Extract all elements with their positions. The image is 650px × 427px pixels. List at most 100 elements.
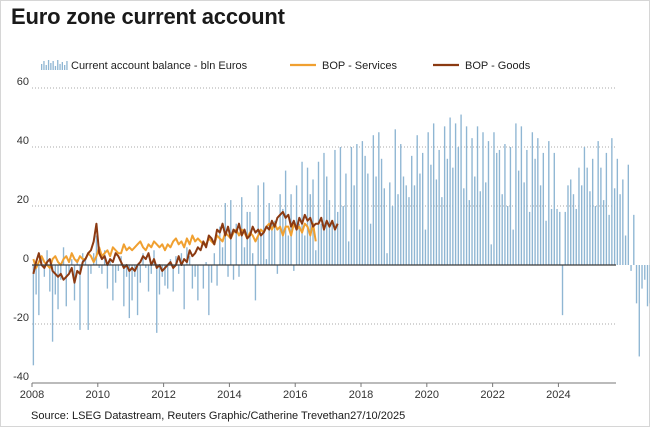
balance-bar — [443, 126, 446, 265]
balance-bar — [356, 144, 358, 265]
balance-bar — [567, 185, 569, 265]
balance-bar — [528, 211, 531, 265]
balance-bar — [156, 265, 158, 333]
balance-bar — [301, 161, 303, 265]
balance-bar — [383, 188, 385, 265]
legend-goods-label: BOP - Goods — [465, 60, 531, 72]
balance-bar — [608, 214, 610, 265]
balance-bar — [517, 170, 520, 265]
balance-bar — [482, 132, 484, 265]
balance-bar — [548, 141, 550, 265]
x-tick-label: 2008 — [20, 389, 44, 401]
balance-bar — [394, 129, 396, 265]
balance-bar — [188, 256, 191, 265]
balance-bar — [413, 185, 416, 265]
balance-bar — [550, 208, 553, 265]
legend-balance-swatch — [41, 60, 68, 70]
balance-bar — [87, 265, 89, 330]
balance-bar — [397, 194, 399, 265]
balance-bar — [202, 265, 205, 289]
balance-bar — [191, 265, 194, 289]
balance-bar — [252, 253, 254, 265]
balance-bar — [646, 265, 649, 307]
balance-bar — [581, 185, 583, 265]
balance-bar — [79, 265, 81, 330]
legend-services-label: BOP - Services — [322, 60, 397, 72]
balance-bar — [150, 265, 152, 274]
balance-bar — [32, 265, 35, 366]
legend-balance-bar — [66, 61, 68, 70]
balance-bar — [468, 200, 470, 265]
balance-bar — [534, 158, 536, 265]
balance-bar — [572, 194, 575, 265]
balance-bar — [583, 147, 586, 265]
balance-bar — [602, 200, 605, 265]
balance-bar — [474, 176, 476, 265]
balance-bar — [452, 167, 454, 265]
balance-bar — [95, 235, 98, 265]
legend-balance-bar — [52, 61, 54, 70]
balance-bar — [62, 247, 65, 265]
y-tick-label: -20 — [13, 312, 29, 324]
balance-bar — [408, 197, 410, 265]
balance-bar — [400, 144, 402, 265]
balance-bar — [435, 179, 438, 265]
balance-bar — [38, 265, 40, 316]
balance-bar — [559, 211, 561, 265]
balance-bar — [249, 211, 251, 265]
balance-bar — [537, 138, 539, 265]
y-tick-label: 40 — [17, 135, 29, 147]
balance-bar — [457, 147, 460, 265]
balance-bar — [476, 126, 479, 265]
balance-bar — [304, 235, 306, 265]
balance-bar — [309, 194, 311, 265]
balance-bars — [32, 114, 650, 366]
balance-bar — [427, 132, 429, 265]
legend-balance-bar — [57, 60, 59, 70]
legend-balance-bar — [59, 64, 61, 70]
balance-bar — [221, 247, 224, 265]
balance-bar — [51, 265, 54, 342]
balance-bar — [441, 197, 443, 265]
balance-bar — [350, 147, 353, 265]
x-tick-label: 2016 — [283, 389, 307, 401]
legend-balance-bar — [54, 66, 57, 70]
balance-bar — [531, 132, 534, 265]
balance-bar — [112, 265, 114, 301]
x-tick-label: 2012 — [151, 389, 175, 401]
balance-bar — [71, 259, 73, 265]
balance-bar — [167, 265, 169, 289]
balance-bar — [364, 155, 366, 265]
balance-bar — [622, 179, 624, 265]
balance-bar — [268, 203, 270, 265]
balance-bar — [501, 194, 503, 265]
balance-bar — [312, 179, 314, 265]
balance-bar — [405, 185, 407, 265]
balance-bar — [180, 253, 183, 265]
balance-bar — [509, 147, 512, 265]
balance-bar — [65, 265, 67, 307]
balance-bar — [342, 206, 344, 265]
balance-bar — [49, 265, 51, 292]
y-tick-label: 20 — [17, 194, 29, 206]
legend: Current account balance - bln Euros BOP -… — [41, 60, 531, 72]
balance-bar — [117, 265, 120, 271]
balance-bar — [238, 265, 240, 277]
legend-balance-label: Current account balance - bln Euros — [71, 60, 248, 72]
balance-bar — [564, 211, 566, 265]
balance-bar — [526, 149, 528, 265]
balance-bar — [493, 132, 495, 265]
balance-bar — [235, 223, 237, 265]
balance-bar — [136, 265, 139, 316]
balance-bar — [153, 250, 155, 265]
balance-bar — [361, 141, 364, 265]
services-line — [32, 222, 317, 269]
bop-lines — [32, 210, 339, 284]
balance-bar — [177, 265, 180, 274]
balance-bar — [600, 167, 602, 265]
balance-bar — [331, 220, 333, 265]
balance-bar — [68, 265, 70, 274]
balance-bar — [320, 223, 322, 265]
legend-balance-bar — [64, 65, 66, 70]
